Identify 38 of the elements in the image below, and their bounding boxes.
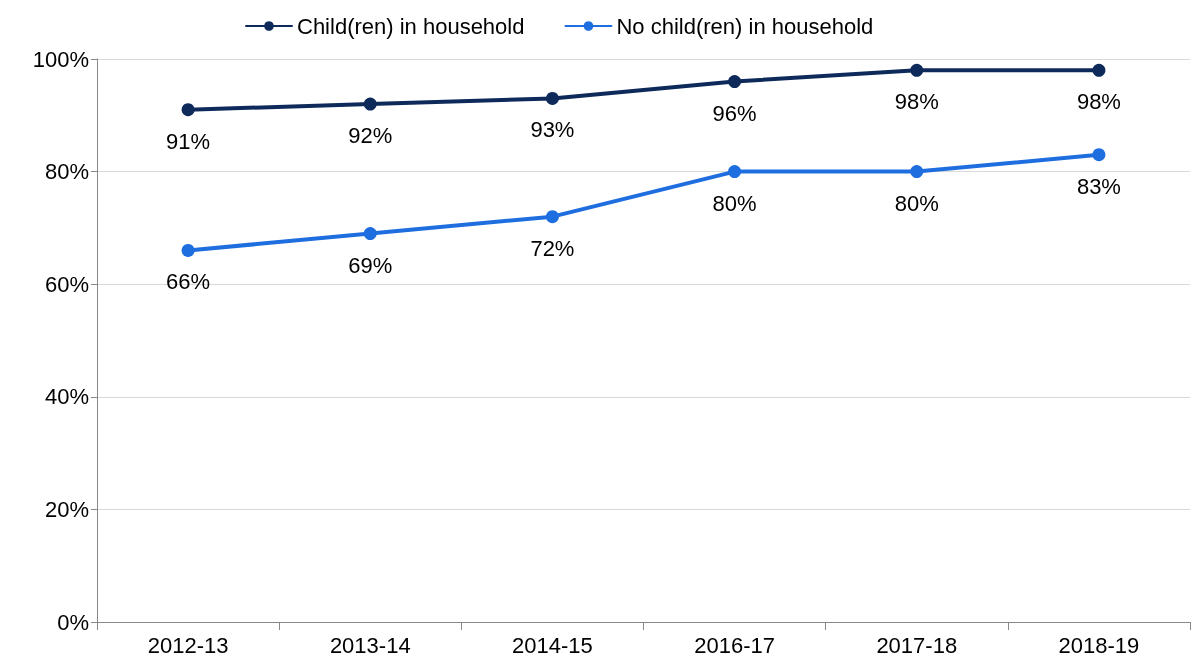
y-tick-label: 20% xyxy=(44,496,89,522)
data-label: 98% xyxy=(894,89,939,115)
data-label: 98% xyxy=(1076,89,1121,115)
y-tick-label: 60% xyxy=(44,271,89,297)
data-label: 92% xyxy=(348,123,393,149)
y-tick-label: 80% xyxy=(44,159,89,185)
data-label: 66% xyxy=(166,269,211,295)
x-tick-label: 2017-18 xyxy=(876,632,958,658)
point xyxy=(181,103,195,117)
data-label: 80% xyxy=(712,190,757,216)
point xyxy=(545,210,559,224)
data-label: 69% xyxy=(348,252,393,278)
point xyxy=(181,243,195,257)
legend-label: No child(ren) in household xyxy=(616,13,874,39)
legend-label: Child(ren) in household xyxy=(297,13,525,39)
data-label: 72% xyxy=(530,235,575,261)
x-tick-label: 2013-14 xyxy=(329,632,411,658)
data-label: 93% xyxy=(530,117,575,143)
point xyxy=(1092,148,1106,162)
y-tick-label: 40% xyxy=(44,384,89,410)
x-tick-label: 2018-19 xyxy=(1058,632,1140,658)
point xyxy=(545,91,559,105)
x-tick-label: 2012-13 xyxy=(147,632,229,658)
point xyxy=(728,165,742,179)
point xyxy=(728,75,742,89)
data-label: 83% xyxy=(1076,173,1121,199)
point xyxy=(363,227,377,241)
point xyxy=(363,97,377,111)
point xyxy=(910,165,924,179)
data-label: 96% xyxy=(712,100,757,126)
point xyxy=(910,63,924,77)
x-tick-label: 2016-17 xyxy=(694,632,775,658)
data-label: 80% xyxy=(894,190,939,216)
x-tick-label: 2014-15 xyxy=(512,632,593,658)
point xyxy=(1092,63,1106,77)
y-tick-label: 0% xyxy=(57,609,89,635)
y-tick-label: 100% xyxy=(32,46,89,72)
data-label: 91% xyxy=(166,128,211,154)
